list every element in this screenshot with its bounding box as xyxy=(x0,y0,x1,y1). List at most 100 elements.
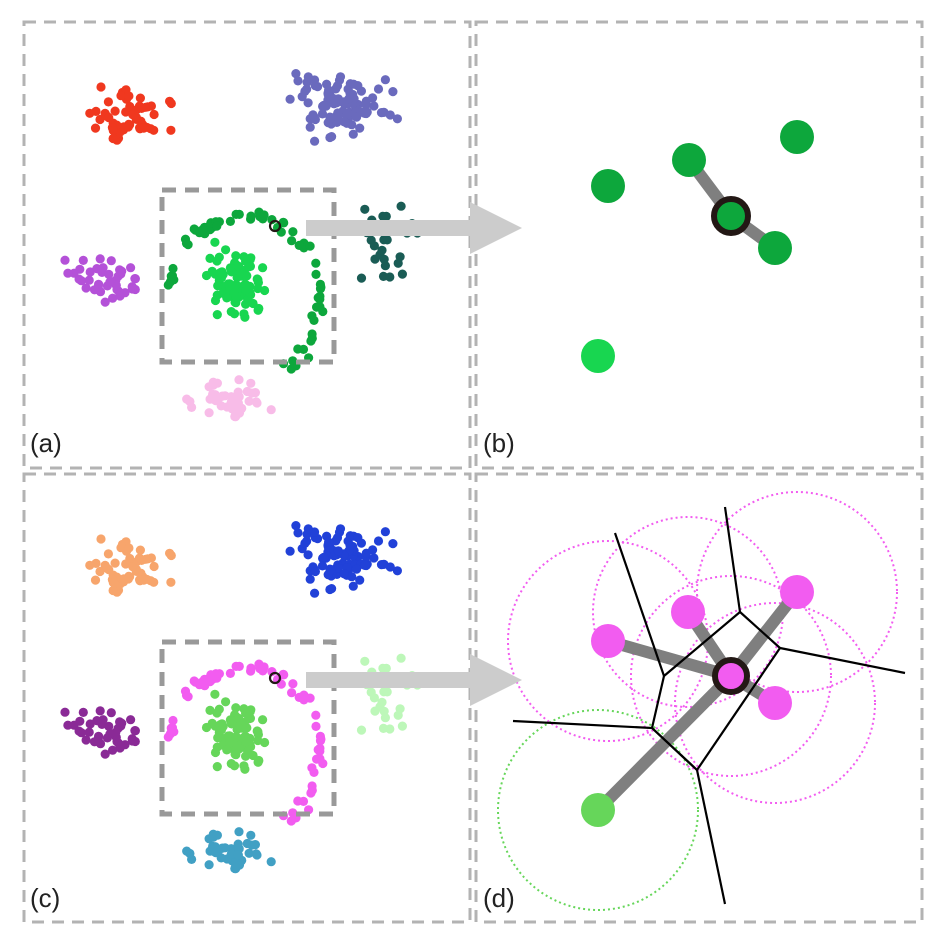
query-node xyxy=(712,657,750,695)
scatter-point xyxy=(222,745,232,755)
scatter-point xyxy=(225,668,235,679)
scatter-point xyxy=(108,585,118,596)
scatter-point xyxy=(278,669,288,679)
node xyxy=(591,169,625,203)
scatter-point xyxy=(333,546,343,556)
voronoi-edge xyxy=(739,611,781,649)
scatter-point xyxy=(258,263,268,273)
scatter-point xyxy=(76,276,86,286)
scatter-point xyxy=(222,293,232,303)
scatter-point xyxy=(246,378,256,388)
scatter-point xyxy=(317,109,328,119)
scatter-point xyxy=(332,81,343,91)
scatter-point xyxy=(239,252,249,262)
scatter-point xyxy=(231,292,241,302)
scatter-point xyxy=(124,91,134,101)
scatter-point xyxy=(168,715,178,726)
scatter-point xyxy=(287,688,297,698)
scatter-point xyxy=(106,708,116,718)
scatter-point xyxy=(392,566,402,576)
scatter-point xyxy=(239,704,249,714)
right-arrow-icon xyxy=(306,220,476,236)
voronoi-edge xyxy=(696,647,781,771)
scatter-point xyxy=(310,136,320,146)
scatter-point xyxy=(231,732,241,742)
scatter-point xyxy=(123,122,133,132)
scatter-point xyxy=(326,113,336,123)
zoom-box xyxy=(159,187,337,365)
scatter-point xyxy=(220,391,230,401)
scatter-point xyxy=(115,743,125,753)
scatter-point xyxy=(251,397,261,407)
voronoi-edge xyxy=(663,611,741,677)
scatter-point xyxy=(116,543,126,553)
scatter-point xyxy=(311,258,321,268)
scatter-point xyxy=(198,677,208,687)
scatter-point xyxy=(253,275,263,285)
query-point-marker xyxy=(268,671,282,685)
panel-b-zoom xyxy=(581,120,814,373)
scatter-point xyxy=(353,533,363,543)
scatter-point xyxy=(210,237,220,247)
scatter-point xyxy=(81,283,91,293)
scatter-point xyxy=(225,216,235,226)
scatter-point xyxy=(234,713,244,724)
scatter-point xyxy=(131,564,141,575)
scatter-point xyxy=(89,737,100,747)
scatter-point xyxy=(242,723,252,733)
scatter-point xyxy=(307,329,317,339)
scatter-point xyxy=(258,715,268,725)
scatter-point xyxy=(278,217,288,227)
scatter-point xyxy=(266,857,276,867)
scatter-point xyxy=(231,251,241,261)
scatter-point xyxy=(242,838,252,849)
scatter-point xyxy=(105,277,115,287)
scatter-point xyxy=(288,227,298,237)
scatter-point xyxy=(392,114,402,124)
scatter-point xyxy=(250,388,260,398)
scatter-point xyxy=(311,710,321,720)
scatter-point xyxy=(291,521,301,531)
scatter-point xyxy=(294,240,304,250)
scatter-point xyxy=(259,210,269,220)
scatter-point xyxy=(288,679,298,689)
scatter-point xyxy=(333,94,343,104)
scatter-point xyxy=(213,733,223,743)
scatter-point xyxy=(246,211,256,221)
scatter-point xyxy=(212,256,222,266)
scatter-point xyxy=(85,560,95,570)
scatter-point xyxy=(305,574,315,584)
scatter-point xyxy=(130,274,140,284)
scatter-point xyxy=(139,575,149,585)
scatter-point xyxy=(137,555,147,566)
scatter-point xyxy=(149,577,159,587)
scatter-point xyxy=(306,788,316,798)
scatter-point xyxy=(212,708,222,718)
scatter-point xyxy=(137,103,147,113)
scatter-point xyxy=(285,546,295,556)
scatter-point xyxy=(233,850,243,860)
right-arrow-icon xyxy=(470,654,522,706)
node xyxy=(672,143,706,177)
scatter-point xyxy=(377,697,387,707)
scatter-point xyxy=(385,724,395,734)
scatter-point xyxy=(96,534,106,544)
scatter-point xyxy=(303,72,313,82)
scatter-point xyxy=(352,112,362,122)
right-arrow-icon xyxy=(470,202,522,254)
scatter-point xyxy=(382,687,392,697)
scatter-point xyxy=(130,726,140,736)
scatter-point xyxy=(253,727,263,737)
scatter-point xyxy=(305,122,315,132)
zoom-arrows xyxy=(306,202,522,706)
scatter-point xyxy=(251,849,261,859)
scatter-point xyxy=(348,129,358,139)
scatter-point xyxy=(324,537,334,547)
scatter-point xyxy=(115,291,125,301)
scatter-point xyxy=(381,211,391,221)
scatter-point xyxy=(108,577,118,588)
scatter-point xyxy=(226,307,236,317)
scatter-point xyxy=(135,93,145,103)
neighborhood-circle xyxy=(674,602,876,804)
